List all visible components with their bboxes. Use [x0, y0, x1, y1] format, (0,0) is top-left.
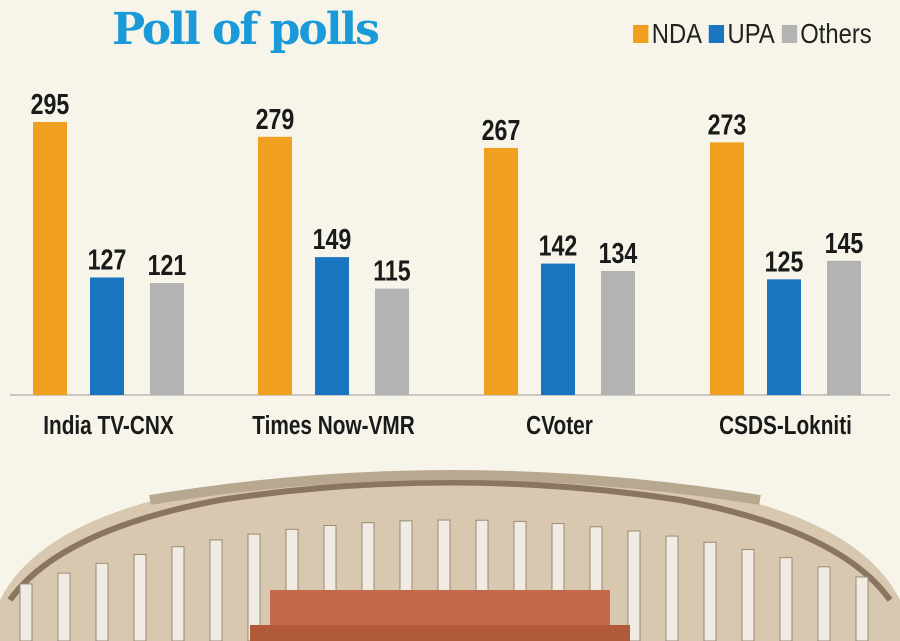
- data-label: 115: [373, 254, 410, 287]
- data-label: 145: [825, 226, 864, 259]
- bar-upa: [767, 279, 801, 395]
- bar-others: [601, 270, 635, 395]
- data-label: 127: [88, 243, 127, 276]
- legend-swatch: [633, 25, 649, 43]
- data-label: 149: [313, 223, 352, 256]
- legend-swatch: [781, 25, 798, 43]
- category-label: CSDS-Lokniti: [719, 411, 852, 440]
- category-label: Times Now-VMR: [252, 411, 414, 440]
- bar-nda: [33, 122, 67, 395]
- legend: NDA UPA Others: [633, 18, 872, 50]
- bar-upa: [90, 277, 124, 395]
- chart-title: Poll of polls: [112, 4, 380, 55]
- bar-nda: [710, 142, 744, 395]
- data-label: 279: [256, 102, 295, 135]
- legend-item-others: Others: [781, 18, 872, 50]
- data-label: 125: [765, 245, 804, 278]
- data-label: 295: [31, 87, 70, 120]
- legend-swatch: [709, 25, 725, 43]
- bar-nda: [258, 136, 292, 396]
- legend-label: NDA: [652, 18, 703, 49]
- bar-others: [375, 288, 409, 395]
- data-label: 121: [148, 249, 187, 282]
- data-label: 267: [482, 113, 521, 146]
- legend-label: Others: [800, 18, 872, 49]
- parliament-building-illustration: [0, 470, 900, 641]
- bar-others: [150, 283, 184, 395]
- data-label: 142: [539, 229, 578, 262]
- legend-label: UPA: [727, 18, 776, 49]
- legend-item-upa: UPA: [709, 18, 775, 50]
- legend-item-nda: NDA: [633, 18, 702, 50]
- category-label: CVoter: [526, 411, 593, 440]
- data-label: 134: [599, 236, 638, 269]
- bar-others: [827, 260, 861, 395]
- bar-upa: [315, 257, 349, 395]
- bar-nda: [484, 147, 518, 395]
- category-label: India TV-CNX: [43, 411, 174, 440]
- bar-upa: [541, 263, 575, 395]
- data-label: 273: [708, 108, 747, 141]
